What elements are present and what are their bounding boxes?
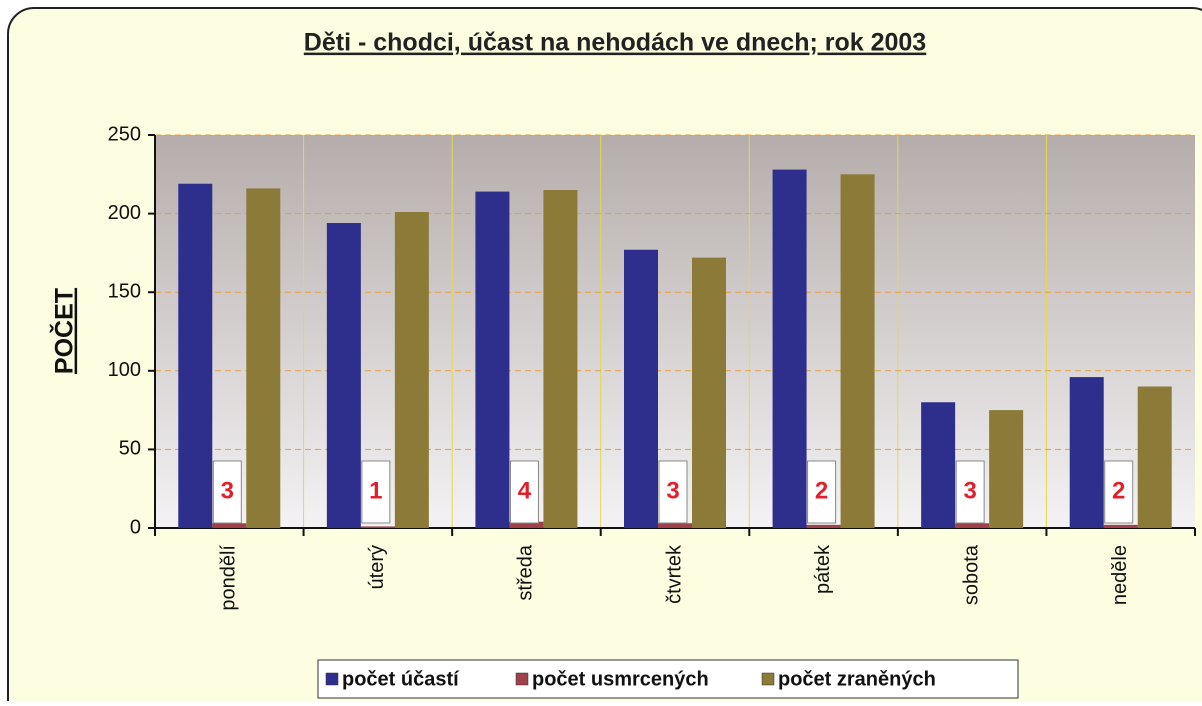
data-label: 4 [518, 477, 532, 504]
bar [212, 523, 247, 528]
y-axis-label: POČET [49, 288, 79, 374]
x-tick-label: neděle [1109, 545, 1131, 605]
bar [509, 521, 544, 528]
data-label-box [955, 460, 985, 524]
data-label: 3 [666, 477, 679, 504]
bar [543, 190, 578, 528]
y-tick-label: 0 [130, 516, 141, 538]
bar [955, 523, 990, 528]
data-label: 1 [369, 477, 382, 504]
bar [360, 526, 395, 528]
data-label-box [807, 460, 837, 524]
data-label-box [361, 460, 391, 524]
legend-swatch [325, 672, 339, 686]
legend-label: počet usmrcených [532, 668, 709, 690]
data-label-box [509, 460, 539, 524]
bar [1137, 386, 1172, 528]
bar [658, 523, 692, 528]
data-label-box [1104, 460, 1134, 524]
bar [246, 188, 281, 528]
data-label-box [212, 460, 242, 524]
bar [1069, 377, 1104, 528]
legend [317, 659, 1019, 699]
data-label-box [658, 460, 688, 524]
x-tick-label: čtvrtek [663, 544, 685, 604]
bar [326, 223, 361, 529]
y-tick-label: 250 [108, 123, 141, 145]
y-tick-label: 50 [119, 438, 141, 460]
bar [1103, 524, 1138, 528]
bar [692, 257, 726, 528]
x-tick-label: pondělí [218, 545, 240, 611]
y-tick-label: 100 [108, 359, 141, 381]
data-label: 2 [815, 477, 828, 504]
bar [178, 183, 213, 528]
legend-swatch [515, 672, 529, 686]
x-tick-label: sobota [960, 544, 982, 605]
data-label: 2 [1112, 477, 1125, 504]
legend-label: počet zraněných [778, 668, 936, 690]
data-label: 3 [963, 477, 976, 504]
bar [772, 169, 807, 529]
x-tick-label: úterý [366, 545, 388, 589]
x-tick-label: středa [515, 544, 537, 600]
bar [475, 191, 510, 529]
legend-label: počet účastí [342, 668, 460, 690]
bar [840, 174, 875, 529]
x-tick-label: pátek [812, 544, 834, 594]
chart-title: Děti - chodci, účast na nehodách ve dnec… [304, 29, 926, 57]
y-tick-label: 150 [108, 280, 141, 302]
bar [989, 410, 1024, 528]
y-tick-label: 200 [108, 202, 141, 224]
bar [624, 249, 658, 529]
data-label: 3 [221, 477, 234, 504]
legend-swatch [761, 672, 775, 686]
bar [921, 402, 956, 528]
bar [806, 524, 841, 528]
bar [394, 212, 429, 528]
